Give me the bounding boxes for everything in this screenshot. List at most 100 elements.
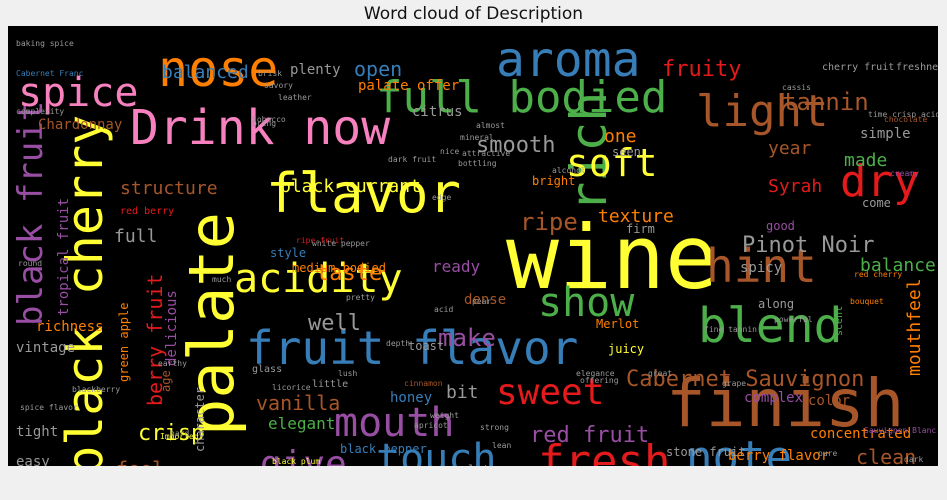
word-grape: grape bbox=[722, 379, 746, 388]
word-bit: bit bbox=[446, 382, 479, 403]
word-acid: acid bbox=[434, 305, 453, 314]
word-taste: taste bbox=[316, 261, 382, 286]
word-blend: blend bbox=[698, 298, 843, 354]
word-pure: pure bbox=[818, 449, 837, 458]
word-soft: soft bbox=[566, 141, 658, 185]
word-merlot: Merlot bbox=[596, 317, 639, 331]
word-black-pepper: black pepper bbox=[340, 442, 427, 456]
word-cherry-fruit: cherry fruit bbox=[822, 62, 894, 73]
word-elegant: elegant bbox=[268, 414, 335, 433]
word-vanilla: vanilla bbox=[256, 391, 340, 415]
word-good: good bbox=[766, 219, 795, 233]
word-medium-bodied: medium bodied bbox=[292, 261, 386, 275]
word-bring: bring bbox=[252, 119, 276, 128]
word-much: much bbox=[212, 275, 231, 284]
word-time-crisp-acidity: time crisp acidity bbox=[868, 110, 938, 119]
word-chardonnay: Chardonnay bbox=[38, 117, 122, 133]
chart-title: Word cloud of Description bbox=[363, 4, 584, 24]
word-pear: pear bbox=[472, 297, 491, 306]
word-lot: lot bbox=[468, 463, 490, 466]
word-strong: strong bbox=[480, 423, 509, 432]
word-open: open bbox=[354, 57, 402, 81]
word-cassis: cassis bbox=[782, 83, 811, 92]
word-along: along bbox=[758, 297, 794, 311]
word-age: age bbox=[159, 370, 173, 392]
word-delicious: delicious bbox=[164, 290, 180, 366]
word-concentrated: concentrated bbox=[810, 426, 911, 442]
word-aroma: aroma bbox=[496, 32, 641, 88]
word-baking-spice: baking spice bbox=[16, 39, 74, 48]
word-earthy: earthy bbox=[158, 359, 187, 368]
word-balanced: balanced bbox=[162, 62, 249, 83]
word-cinnamon: cinnamon bbox=[404, 379, 443, 388]
word-black-cherry: black cherry bbox=[56, 115, 114, 466]
word-powerful: powerful bbox=[774, 315, 813, 324]
word-plenty: plenty bbox=[290, 62, 341, 78]
word-creamy: creamy bbox=[890, 169, 919, 178]
word-round: round bbox=[18, 259, 42, 268]
word-dense: dense bbox=[464, 292, 506, 308]
word-green-apple: green apple bbox=[117, 303, 131, 382]
word-red-fruit: red fruit bbox=[530, 423, 649, 448]
word-firm: firm bbox=[626, 222, 655, 236]
word-complexity: complexity bbox=[16, 107, 64, 116]
word-year: year bbox=[768, 138, 812, 159]
word-richness: richness bbox=[36, 319, 103, 335]
word-alcohol: alcohol bbox=[552, 166, 586, 175]
word-toast: toast bbox=[408, 339, 444, 353]
word-cabernet-sauvignon: Cabernet Sauvignon bbox=[626, 367, 864, 392]
word-leather: leather bbox=[278, 93, 312, 102]
word-rich: rich bbox=[560, 92, 618, 212]
word-dry: dry bbox=[840, 156, 919, 207]
word-structure: structure bbox=[120, 178, 218, 199]
word-red-cherry: red cherry bbox=[854, 270, 902, 279]
word-elegance: elegance bbox=[576, 369, 615, 378]
word-lush: lush bbox=[338, 369, 357, 378]
word-attractive: attractive bbox=[462, 149, 510, 158]
word-bouquet: bouquet bbox=[850, 297, 884, 306]
word-texture: texture bbox=[598, 206, 674, 227]
word-mineral: mineral bbox=[460, 133, 494, 142]
word-fine-tannin: fine tannin bbox=[704, 325, 757, 334]
word-nice: nice bbox=[440, 147, 459, 156]
word-note: note bbox=[686, 432, 792, 466]
word-berry-flavor: berry flavor bbox=[728, 448, 829, 464]
word-sauvignon-blanc: Sauvignon Blanc bbox=[864, 426, 936, 435]
word-almost: almost bbox=[476, 121, 505, 130]
word-tight: tight bbox=[16, 424, 58, 440]
word-honey: honey bbox=[390, 390, 432, 406]
word-bright: bright bbox=[532, 174, 575, 188]
word-berry-fruit: berry fruit bbox=[143, 274, 167, 406]
word-full-bodied: full bodied bbox=[376, 72, 667, 123]
word-cloud-background bbox=[8, 26, 938, 466]
word-tobacco: tobacco bbox=[252, 115, 286, 124]
word-lean: lean bbox=[492, 441, 511, 450]
word-dark: dark bbox=[904, 455, 923, 464]
word-pretty: pretty bbox=[346, 293, 375, 302]
word-full: full bbox=[114, 226, 157, 247]
word-smooth: smooth bbox=[476, 133, 555, 158]
word-fresh: fresh bbox=[538, 436, 670, 466]
word-great: great bbox=[648, 369, 672, 378]
word-citrus: citrus bbox=[412, 104, 463, 120]
word-flavor: flavor bbox=[266, 162, 461, 225]
word-hint: hint bbox=[706, 239, 817, 293]
word-vintage: vintage bbox=[16, 340, 75, 356]
word-clean: clean bbox=[856, 445, 916, 466]
word-fruity: fruity bbox=[662, 57, 741, 82]
word-complex: complex bbox=[744, 390, 803, 406]
word-glass: glass bbox=[252, 364, 282, 375]
word-freshness: freshness bbox=[896, 62, 938, 73]
word-style: style bbox=[270, 246, 306, 260]
word-white-pepper: white pepper bbox=[312, 239, 370, 248]
word-spicy: spicy bbox=[740, 260, 782, 276]
word-make: make bbox=[438, 324, 496, 352]
word-hard: hard bbox=[170, 429, 189, 438]
word-acidity: acidity bbox=[234, 256, 403, 302]
word-chocolate: chocolate bbox=[884, 115, 928, 124]
word-syrah: Syrah bbox=[768, 176, 822, 197]
word-character: character bbox=[193, 387, 207, 452]
word-nose: nose bbox=[158, 40, 278, 98]
